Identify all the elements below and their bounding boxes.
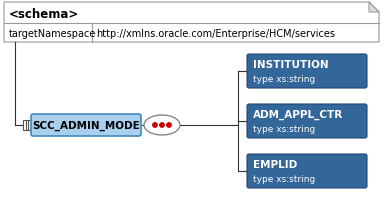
Circle shape [167, 123, 171, 128]
FancyBboxPatch shape [247, 55, 367, 89]
FancyBboxPatch shape [23, 120, 31, 130]
Circle shape [153, 123, 157, 128]
FancyBboxPatch shape [247, 154, 367, 188]
FancyBboxPatch shape [31, 114, 141, 136]
Text: <schema>: <schema> [9, 7, 79, 20]
Text: SCC_ADMIN_MODE: SCC_ADMIN_MODE [32, 120, 140, 130]
Ellipse shape [144, 115, 180, 135]
Text: ADM_APPL_CTR: ADM_APPL_CTR [253, 109, 343, 120]
Circle shape [160, 123, 164, 128]
Text: http://xmlns.oracle.com/Enterprise/HCM/services: http://xmlns.oracle.com/Enterprise/HCM/s… [96, 29, 335, 39]
Polygon shape [4, 3, 379, 43]
Text: type xs:string: type xs:string [253, 125, 315, 134]
Text: INSTITUTION: INSTITUTION [253, 60, 329, 70]
Text: EMPLID: EMPLID [253, 159, 297, 169]
Polygon shape [369, 3, 379, 13]
Text: type xs:string: type xs:string [253, 75, 315, 84]
FancyBboxPatch shape [247, 104, 367, 138]
Text: targetNamespace: targetNamespace [9, 29, 96, 39]
Text: type xs:string: type xs:string [253, 175, 315, 184]
